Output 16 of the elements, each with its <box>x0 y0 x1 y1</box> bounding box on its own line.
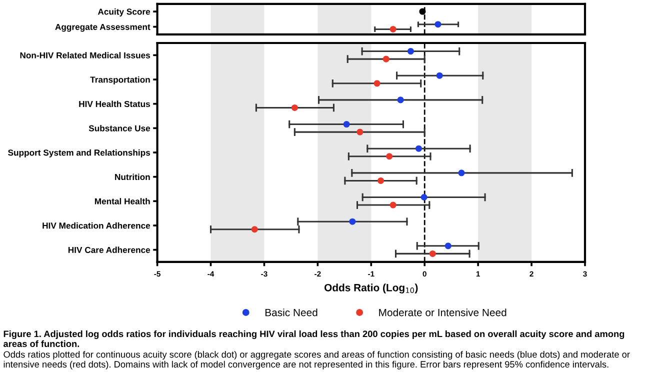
y-tick-label: Nutrition <box>115 174 150 180</box>
text: Odds ratios plotted for continuous acuity score (black dot) or aggregate scores and areas of function consisting of basic needs (blue dots) and moderate or intensive needs (red dots). Domains with lack of model convergence are not represented in this figure. Error bars represent 95% confidence intervals. <box>4 350 630 370</box>
y-tick-label: HIV Medication Adherence <box>42 222 150 229</box>
x-axis-title: Odds Ratio (Log$_{10}$) <box>324 284 418 294</box>
y-tick-label: Aggregate Assessment <box>55 24 150 32</box>
y-tick-label: Substance Use <box>88 125 150 132</box>
y-tick-label: Acuity Score <box>98 8 150 16</box>
y-tick-label: HIV Health Status <box>79 100 150 108</box>
y-tick-label: Transportation <box>90 76 150 84</box>
legend-label: Moderate or Intensive Need <box>379 308 506 316</box>
caption: Figure 1. Adjusted log odds ratios for individuals reaching HIV viral load less than 200 copies per mL based on overall acuity score and among areas of function. <box>4 330 624 348</box>
y-tick-label: Support System and Relationships <box>8 149 150 158</box>
legend-label: Basic Need <box>265 308 318 316</box>
y-tick-label: HIV Care Adherence <box>68 246 150 254</box>
y-tick-label: Mental Health <box>94 198 150 204</box>
y-tick-label: Non-HIV Related Medical Issues <box>20 52 150 58</box>
